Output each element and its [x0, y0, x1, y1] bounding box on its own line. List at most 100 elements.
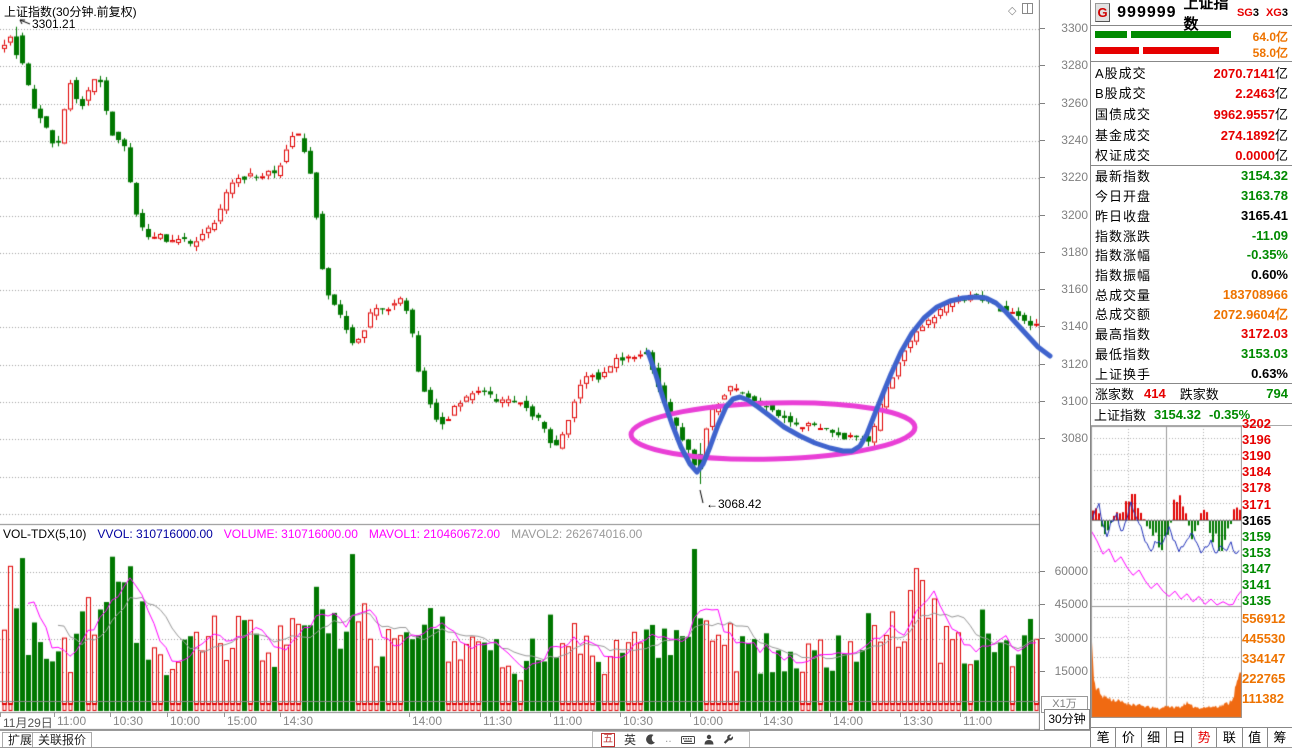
- time-label: 14:00: [412, 714, 443, 728]
- keyboard-icon[interactable]: [680, 735, 695, 745]
- chart-corner-icons: ◇: [1008, 3, 1034, 17]
- time-label: 11:30: [483, 714, 513, 728]
- time-tick: [110, 712, 111, 717]
- row-value: 183708966: [1222, 286, 1288, 302]
- period-selector[interactable]: 30分钟: [1044, 709, 1090, 730]
- value-number: 274.1892: [1220, 127, 1275, 143]
- time-label: 10:00: [170, 714, 201, 728]
- vol-header-item-0: VOL-TDX(5,10): [3, 527, 87, 541]
- price-tick: 3260: [1040, 96, 1088, 110]
- index-stat-row: 总成交额 2072.9604亿: [1091, 304, 1292, 323]
- mini-volume-tick: 445530: [1242, 631, 1286, 646]
- wrench-icon[interactable]: [723, 734, 734, 745]
- mini-price-tick: 3184: [1242, 464, 1271, 480]
- index-stat-row: 指数涨跌 -11.09: [1091, 226, 1292, 245]
- row-value: -11.09: [1251, 227, 1288, 243]
- price-axis: 3300 3280 3260 3240 3220 3200 3180 3160 3140 3120…: [1040, 0, 1090, 730]
- turnover-row: 国债成交 9962.9557亿: [1091, 104, 1292, 123]
- time-label: 14:30: [763, 714, 794, 728]
- index-stat-row: 指数涨幅 -0.35%: [1091, 245, 1292, 264]
- vol-header-item-2: VOLUME: 310716000.00: [223, 527, 358, 541]
- wuzi-box-icon[interactable]: 五: [601, 732, 615, 747]
- price-tick: 3120: [1040, 357, 1088, 371]
- row-label: 国债成交: [1095, 106, 1152, 122]
- time-label: 14:30: [283, 714, 314, 728]
- row-label: 总成交量: [1095, 287, 1152, 303]
- quote-panel-tabs: 笔价细日势联值筹: [1091, 727, 1292, 748]
- time-label: 14:00: [833, 714, 864, 728]
- time-tick: [960, 712, 961, 717]
- time-tick: [167, 712, 168, 717]
- strength-bar-segment: [1095, 47, 1139, 54]
- row-value: 3154.32: [1241, 168, 1288, 184]
- row-label: A股成交: [1095, 65, 1147, 81]
- panel-tab-势[interactable]: 势: [1191, 728, 1216, 748]
- time-tick: [480, 712, 481, 717]
- panel-tab-笔[interactable]: 笔: [1096, 730, 1110, 745]
- volume-indicator-header: VOL-TDX(5,10) VVOL: 310716000.00 VOLUME: 3…: [3, 527, 653, 541]
- volume-tick: 60000: [1040, 564, 1088, 578]
- advancers-label: 涨家数: [1095, 387, 1135, 402]
- turnover-row: A股成交 2070.7141亿: [1091, 63, 1292, 82]
- tag-sg3[interactable]: SG3: [1236, 6, 1259, 19]
- main-candlestick-chart[interactable]: [0, 0, 1040, 730]
- strength-bar-row: [1095, 47, 1245, 55]
- time-tick: [830, 712, 831, 717]
- time-label: 11:00: [963, 714, 993, 728]
- price-tick: 3240: [1040, 133, 1088, 147]
- row-label: 指数涨幅: [1095, 248, 1152, 264]
- panel-tab-价[interactable]: 价: [1115, 728, 1140, 748]
- panel-tab-筹[interactable]: 筹: [1266, 728, 1292, 748]
- moon-icon[interactable]: [645, 734, 656, 745]
- tick-mark: [1040, 251, 1045, 253]
- time-axis: 11月29日 11:00 10:30 10:00 15:00 14:30 14:00 11:3…: [0, 712, 1040, 730]
- tick-mark: [1040, 177, 1045, 179]
- panel-tab-日[interactable]: 日: [1165, 728, 1191, 748]
- price-tick: 3140: [1040, 319, 1088, 333]
- index-stat-row: 最新指数 3154.32: [1091, 166, 1292, 185]
- price-tick: 3100: [1040, 394, 1088, 408]
- time-tick: [760, 712, 761, 717]
- index-stat-row: 最高指数 3172.03: [1091, 324, 1292, 343]
- panel-tab-联[interactable]: 联: [1216, 728, 1241, 748]
- index-stat-row: 指数振幅 0.60%: [1091, 265, 1292, 284]
- market-breadth-row: 涨家数 414 跌家数 794: [1091, 384, 1292, 404]
- user-icon[interactable]: [704, 734, 714, 745]
- tag-xg3[interactable]: XG3: [1265, 6, 1288, 19]
- price-tick: 3160: [1040, 282, 1088, 296]
- decliners-count: 794: [1266, 386, 1288, 401]
- price-tick: 3080: [1040, 431, 1088, 445]
- tick-mark: [1040, 139, 1045, 141]
- row-label: 指数振幅: [1095, 267, 1152, 283]
- index-stat-row: 最低指数 3153.03: [1091, 344, 1292, 363]
- quote-panel-header: G 999999 上证指数 SG3 XG3: [1091, 0, 1292, 33]
- panel-tab-细[interactable]: 细: [1140, 728, 1166, 748]
- english-icon[interactable]: 英: [624, 733, 637, 747]
- row-value: 2.2463亿: [1235, 83, 1288, 102]
- row-label: 最高指数: [1095, 327, 1152, 343]
- time-label: 10:30: [113, 714, 144, 728]
- diamond-icon[interactable]: ◇: [1008, 4, 1017, 17]
- mini-chart-last-price: 3154.32: [1154, 407, 1202, 422]
- row-value: -0.35%: [1246, 247, 1288, 263]
- low-price-annotation: ←3068.42: [706, 497, 762, 511]
- tick-mark: [1040, 438, 1045, 440]
- row-value: 3165.41: [1241, 207, 1288, 223]
- time-tick: [550, 712, 551, 717]
- mini-chart-change-pct: -0.35%: [1209, 407, 1251, 422]
- dots-icon: ‥: [665, 734, 672, 745]
- row-value: 3163.78: [1241, 188, 1288, 204]
- value-number: 2070.7141: [1213, 65, 1275, 81]
- split-window-icon[interactable]: [1022, 3, 1034, 17]
- statusbar-button-linked-quote[interactable]: 关联报价: [32, 732, 93, 748]
- row-label: 今日开盘: [1095, 189, 1152, 205]
- g-icon[interactable]: G: [1095, 3, 1111, 22]
- tick-mark: [1040, 604, 1045, 605]
- index-stats-section: 最新指数 3154.32 今日开盘 3163.78 昨日收盘 3165.41 指数涨跌 -11…: [1091, 166, 1292, 384]
- panel-tab-值[interactable]: 值: [1241, 728, 1267, 748]
- index-stat-row: 总成交量 183708966: [1091, 285, 1292, 304]
- time-tick: [0, 712, 1, 717]
- row-value: 0.63%: [1251, 365, 1288, 381]
- price-tick: 3280: [1040, 58, 1088, 72]
- price-tick: 3200: [1040, 208, 1088, 222]
